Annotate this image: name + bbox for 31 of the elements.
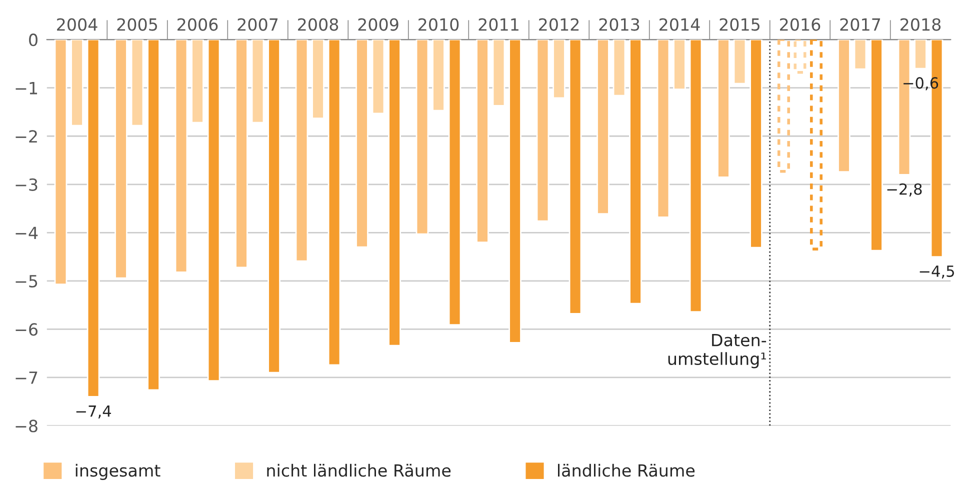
x-tick-label: 2007 [238, 18, 278, 31]
y-tick-label: −1 [16, 82, 38, 94]
x-tick-label: 2010 [418, 18, 459, 31]
x-tick-label: 2006 [178, 18, 218, 31]
ref-line-label: Daten- umstellung¹ [668, 334, 766, 368]
y-tick-label: −4 [16, 226, 38, 239]
x-tick-label: 2016 [780, 18, 820, 31]
y-tick-label: −3 [16, 178, 38, 191]
legend-label: insgesamt [76, 464, 160, 480]
legend-label: nicht ländliche Räume [267, 464, 451, 477]
x-tick-label: 2017 [840, 18, 880, 31]
y-tick-label: −2 [16, 130, 37, 142]
x-tick-label: 2008 [298, 18, 338, 31]
y-tick-label: 0 [29, 34, 38, 46]
x-tick-label: 2014 [660, 18, 700, 31]
x-tick-label: 2015 [720, 18, 760, 31]
data-label: −2,8 [887, 183, 922, 196]
x-tick-label: 2013 [599, 18, 640, 31]
y-tick-label: −8 [16, 420, 38, 432]
x-tick-label: 2009 [358, 18, 398, 31]
x-tick-label: 2018 [900, 18, 941, 31]
y-tick-label: −7 [16, 372, 38, 384]
x-tick-label: 2005 [117, 18, 158, 31]
x-tick-label: 2012 [539, 18, 579, 31]
data-label: −7,4 [76, 406, 111, 418]
legend-label: ländliche Räume [558, 464, 695, 477]
x-tick-label: 2004 [57, 18, 98, 31]
y-tick-label: −5 [16, 275, 38, 288]
x-tick-label: 2011 [478, 18, 518, 31]
y-tick-label: −6 [16, 323, 38, 336]
data-label: −4,5 [920, 266, 954, 278]
